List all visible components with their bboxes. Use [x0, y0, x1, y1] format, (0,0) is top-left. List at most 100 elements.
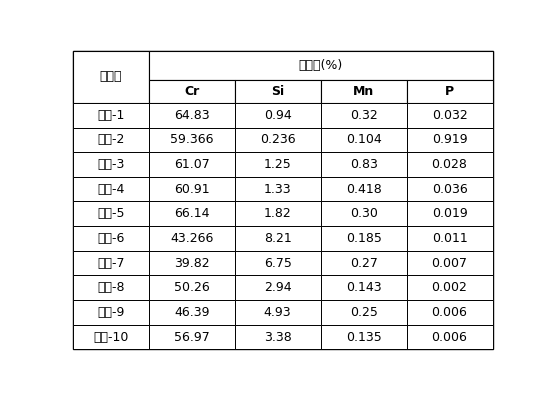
Bar [148, 300, 235, 325]
Bar [148, 202, 235, 226]
Bar [148, 51, 492, 80]
Text: 0.135: 0.135 [346, 331, 381, 344]
Text: 0.002: 0.002 [432, 281, 468, 294]
Bar [235, 80, 321, 103]
Bar [407, 276, 492, 300]
Bar [321, 177, 407, 202]
Text: 标样-5: 标样-5 [97, 207, 125, 220]
Bar [321, 152, 407, 177]
Text: 标样-6: 标样-6 [97, 232, 125, 245]
Text: Cr: Cr [184, 85, 199, 98]
Text: 0.919: 0.919 [432, 133, 468, 147]
Text: 0.007: 0.007 [432, 257, 468, 270]
Text: 0.32: 0.32 [350, 109, 378, 122]
Text: 0.27: 0.27 [349, 257, 378, 270]
Text: Mn: Mn [353, 85, 374, 98]
Text: 标样-7: 标样-7 [97, 257, 125, 270]
Text: 43.266: 43.266 [170, 232, 214, 245]
Text: 0.036: 0.036 [432, 183, 468, 196]
Text: 0.019: 0.019 [432, 207, 468, 220]
Bar [321, 103, 407, 128]
Bar [235, 128, 321, 152]
Bar [73, 152, 148, 177]
Text: 64.83: 64.83 [174, 109, 210, 122]
Text: 61.07: 61.07 [174, 158, 210, 171]
Bar [235, 276, 321, 300]
Text: P: P [445, 85, 454, 98]
Text: 标样-2: 标样-2 [97, 133, 125, 147]
Bar [407, 80, 492, 103]
Bar [148, 251, 235, 276]
Bar [148, 128, 235, 152]
Bar [407, 152, 492, 177]
Text: 标样-8: 标样-8 [97, 281, 125, 294]
Bar [73, 51, 148, 103]
Bar [148, 276, 235, 300]
Text: 0.185: 0.185 [346, 232, 381, 245]
Text: 0.94: 0.94 [264, 109, 291, 122]
Bar [148, 226, 235, 251]
Bar [148, 103, 235, 128]
Text: Si: Si [271, 85, 284, 98]
Bar [407, 325, 492, 349]
Text: 1.82: 1.82 [264, 207, 291, 220]
Text: 6.75: 6.75 [264, 257, 291, 270]
Bar [73, 103, 148, 128]
Text: 1.33: 1.33 [264, 183, 291, 196]
Bar [73, 202, 148, 226]
Bar [73, 128, 148, 152]
Text: 59.366: 59.366 [170, 133, 214, 147]
Bar [148, 152, 235, 177]
Text: 标样号: 标样号 [100, 70, 122, 83]
Bar [235, 325, 321, 349]
Bar [73, 325, 148, 349]
Text: 50.26: 50.26 [174, 281, 210, 294]
Bar [73, 177, 148, 202]
Text: 标样-3: 标样-3 [97, 158, 125, 171]
Bar [321, 276, 407, 300]
Text: 4.93: 4.93 [264, 306, 291, 319]
Text: 8.21: 8.21 [264, 232, 291, 245]
Text: 0.83: 0.83 [349, 158, 378, 171]
Bar [407, 103, 492, 128]
Bar [407, 226, 492, 251]
Text: 46.39: 46.39 [174, 306, 209, 319]
Bar [148, 177, 235, 202]
Bar [407, 128, 492, 152]
Bar [407, 251, 492, 276]
Bar [407, 177, 492, 202]
Bar [235, 300, 321, 325]
Text: 0.236: 0.236 [260, 133, 295, 147]
Text: 66.14: 66.14 [174, 207, 209, 220]
Bar [235, 152, 321, 177]
Text: 0.143: 0.143 [346, 281, 381, 294]
Bar [73, 300, 148, 325]
Text: 39.82: 39.82 [174, 257, 210, 270]
Text: 标样-4: 标样-4 [97, 183, 125, 196]
Text: 0.006: 0.006 [432, 306, 468, 319]
Text: 标样-1: 标样-1 [97, 109, 125, 122]
Text: 2.94: 2.94 [264, 281, 291, 294]
Text: 0.418: 0.418 [346, 183, 381, 196]
Text: 56.97: 56.97 [174, 331, 210, 344]
Text: 3.38: 3.38 [264, 331, 291, 344]
Bar [321, 202, 407, 226]
Bar [235, 103, 321, 128]
Text: 60.91: 60.91 [174, 183, 210, 196]
Text: 0.104: 0.104 [346, 133, 381, 147]
Bar [148, 80, 235, 103]
Text: 1.25: 1.25 [264, 158, 291, 171]
Text: 成分値(%): 成分値(%) [299, 59, 343, 72]
Bar [73, 276, 148, 300]
Text: 0.25: 0.25 [349, 306, 378, 319]
Text: 0.30: 0.30 [349, 207, 378, 220]
Bar [407, 202, 492, 226]
Bar [321, 300, 407, 325]
Bar [321, 128, 407, 152]
Text: 0.006: 0.006 [432, 331, 468, 344]
Bar [73, 251, 148, 276]
Bar [321, 251, 407, 276]
Bar [321, 80, 407, 103]
Bar [235, 202, 321, 226]
Bar [321, 325, 407, 349]
